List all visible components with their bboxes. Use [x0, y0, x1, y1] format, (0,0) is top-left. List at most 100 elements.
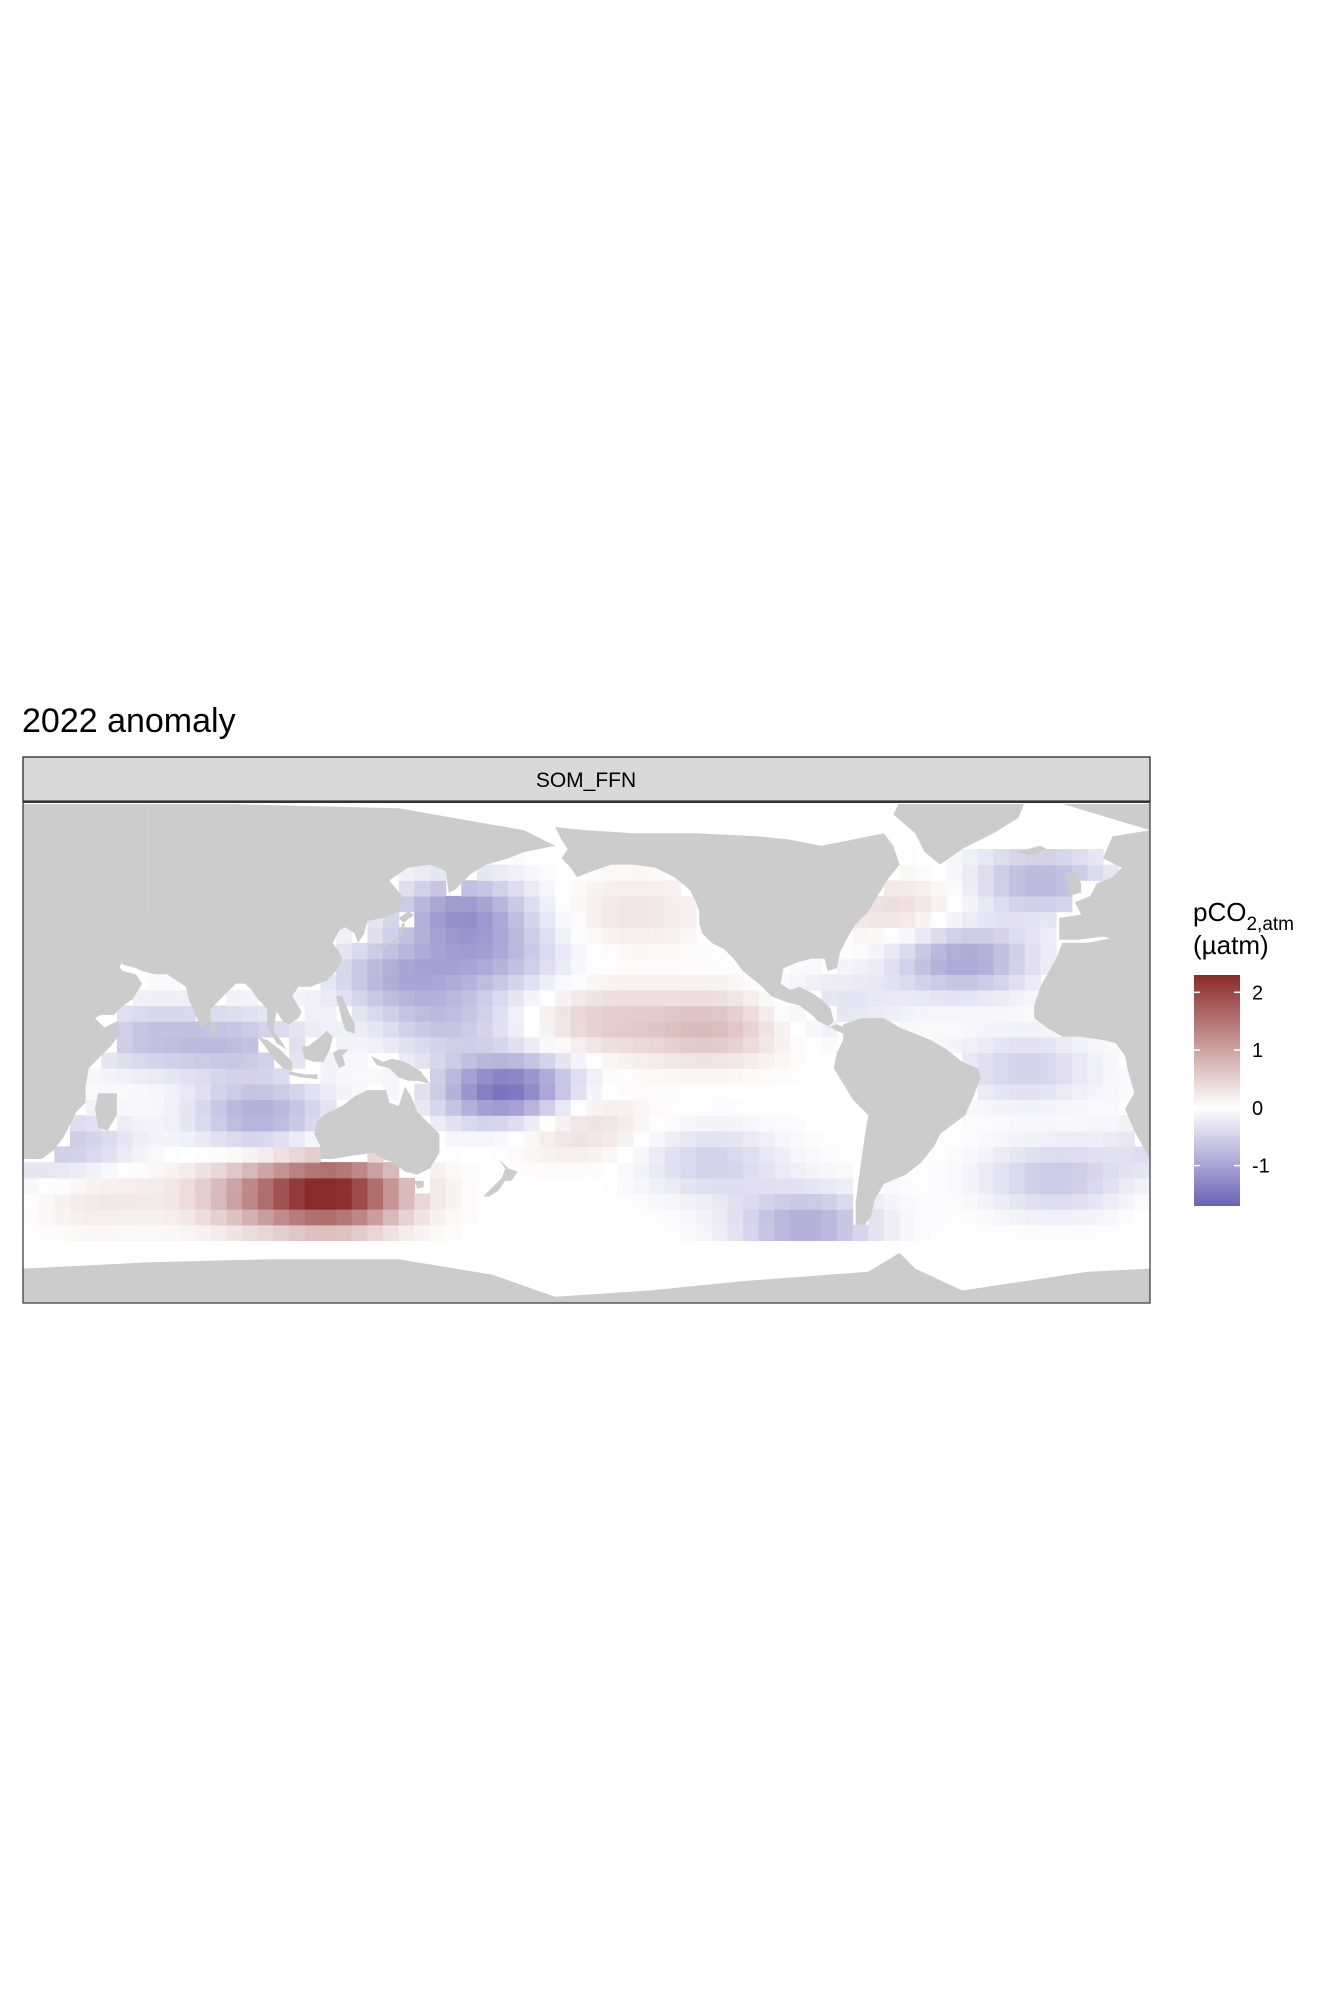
heatmap-cell [617, 989, 635, 1007]
heatmap-cell [1071, 1083, 1088, 1101]
heatmap-cell [696, 1068, 713, 1085]
heatmap-cell [868, 1224, 885, 1241]
heatmap-cell [461, 989, 478, 1007]
heatmap-cell [226, 1193, 243, 1210]
heatmap-cell [336, 1224, 353, 1241]
heatmap-cell [1009, 864, 1026, 881]
heatmap-cell [633, 1036, 650, 1054]
heatmap-cell [367, 1193, 384, 1210]
heatmap-cell [414, 1099, 431, 1116]
heatmap-cell [617, 1099, 635, 1116]
heatmap-cell [38, 1224, 55, 1241]
heatmap-cell [680, 1099, 697, 1116]
heatmap-cell [148, 1052, 165, 1069]
heatmap-cell [570, 1209, 588, 1226]
heatmap-cell [1040, 1162, 1057, 1179]
heatmap-cell [383, 1224, 400, 1241]
heatmap-cell [993, 849, 1010, 866]
heatmap-cell [680, 1021, 697, 1038]
heatmap-cell [633, 1209, 650, 1226]
heatmap-cell [289, 1146, 306, 1163]
heatmap-cell [398, 1224, 415, 1241]
heatmap-cell [1056, 1036, 1073, 1054]
heatmap-cell [273, 1209, 290, 1226]
heatmap-cell [602, 958, 619, 975]
heatmap-cell [163, 989, 181, 1007]
heatmap-cell [962, 1177, 979, 1195]
heatmap-cell [915, 989, 932, 1007]
heatmap-cell [915, 927, 932, 944]
heatmap-cell [696, 1021, 713, 1038]
heatmap-cell [351, 1005, 368, 1022]
heatmap-cell [1009, 1083, 1026, 1101]
heatmap-cell [289, 1209, 306, 1226]
heatmap-cell [523, 880, 541, 897]
heatmap-cell [711, 1193, 728, 1210]
legend-title: pCO2,atm [1193, 897, 1294, 935]
heatmap-cell [195, 1036, 212, 1054]
chart-title: 2022 anomaly [22, 702, 236, 740]
heatmap-cell [445, 1068, 462, 1085]
heatmap-cell [649, 1036, 666, 1054]
heatmap-cell [523, 1146, 541, 1163]
heatmap-cell [445, 989, 462, 1007]
heatmap-cell [586, 1224, 603, 1241]
heatmap-cell [774, 1115, 791, 1132]
heatmap-cell [758, 1068, 775, 1085]
heatmap-cell [633, 1115, 650, 1132]
heatmap-cell [664, 1177, 682, 1195]
heatmap-cell [946, 1193, 963, 1210]
heatmap-cell [1040, 849, 1057, 866]
heatmap-cell [852, 927, 869, 944]
heatmap-cell [54, 1146, 71, 1163]
heatmap-cell [977, 1130, 995, 1148]
heatmap-cell [508, 1224, 525, 1241]
heatmap-cell [680, 989, 697, 1007]
heatmap-cell [1024, 895, 1042, 913]
heatmap-cell [930, 1209, 948, 1226]
heatmap-cell [586, 1099, 603, 1116]
heatmap-cell [148, 1193, 165, 1210]
heatmap-cell [883, 927, 901, 944]
heatmap-cell [993, 1021, 1010, 1038]
heatmap-cell [915, 895, 932, 913]
heatmap-cell [508, 1115, 525, 1132]
heatmap-cell [711, 1068, 728, 1085]
heatmap-cell [523, 1005, 541, 1022]
heatmap-cell [977, 1115, 995, 1132]
heatmap-cell [1040, 1083, 1057, 1101]
heatmap-cell [445, 1021, 462, 1038]
heatmap-cell [586, 1068, 603, 1085]
heatmap-cell [351, 974, 368, 991]
heatmap-cell [179, 1099, 196, 1116]
heatmap-cell [148, 1146, 165, 1163]
heatmap-cell [758, 1130, 775, 1148]
heatmap-cell [930, 1021, 948, 1038]
heatmap-cell [602, 1162, 619, 1179]
heatmap-cell [899, 974, 916, 991]
heatmap-cell [1056, 1224, 1073, 1241]
heatmap-cell [116, 1052, 134, 1069]
heatmap-cell [54, 1177, 71, 1195]
heatmap-cell [915, 1224, 932, 1241]
heatmap-cell [977, 911, 995, 928]
heatmap-cell [195, 1193, 212, 1210]
heatmap-cell [805, 1115, 822, 1132]
heatmap-cell [633, 911, 650, 928]
heatmap-cell [680, 958, 697, 975]
heatmap-cell [1071, 1177, 1088, 1195]
heatmap-cell [758, 1083, 775, 1101]
heatmap-cell [1071, 1036, 1088, 1054]
heatmap-cell [586, 1130, 603, 1148]
heatmap-cell [351, 989, 368, 1007]
heatmap-cell [445, 1177, 462, 1195]
heatmap-cell [1009, 974, 1026, 991]
heatmap-cell [336, 1193, 353, 1210]
heatmap-cell [1118, 1083, 1135, 1101]
heatmap-cell [664, 1130, 682, 1148]
heatmap-cell [367, 958, 384, 975]
heatmap-cell [242, 1099, 259, 1116]
heatmap-cell [649, 1021, 666, 1038]
heatmap-cell [1056, 1162, 1073, 1179]
heatmap-cell [430, 1068, 447, 1085]
